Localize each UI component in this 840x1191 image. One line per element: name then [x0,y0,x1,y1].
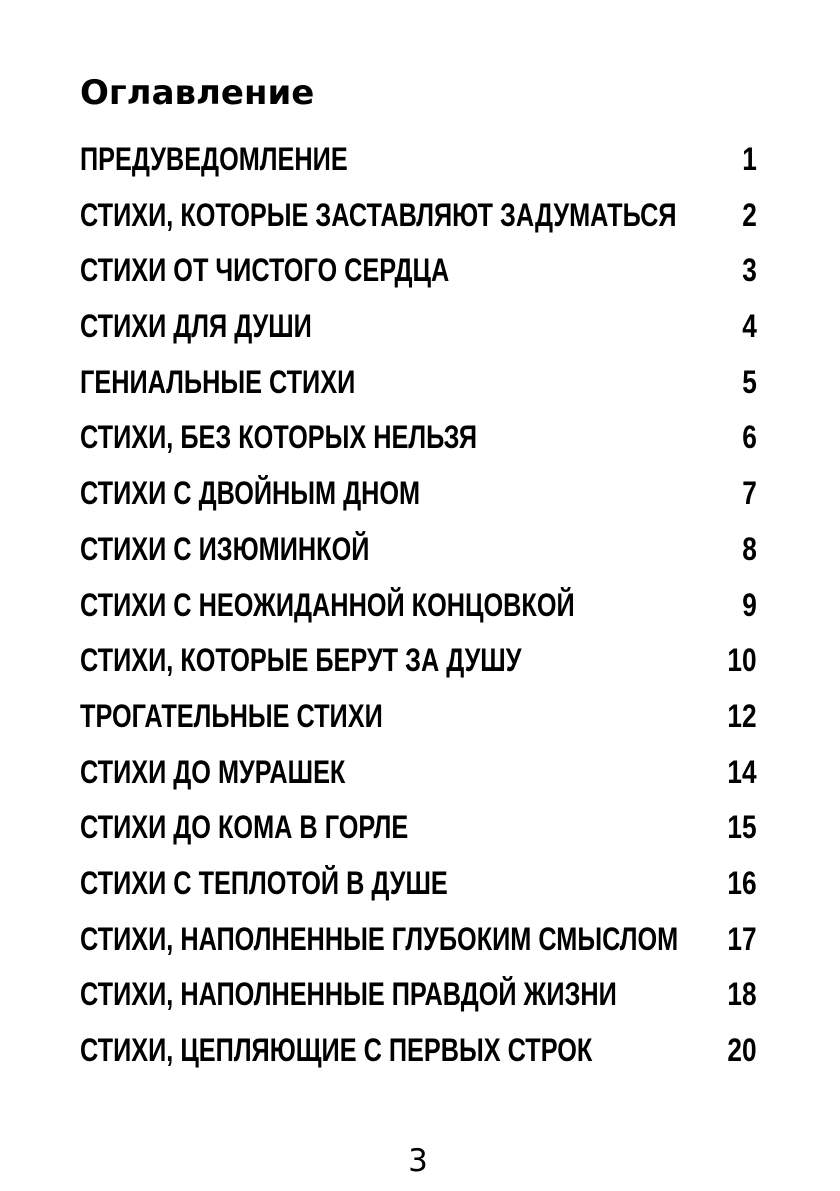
toc-entry-page-number: 1 [742,141,757,177]
toc-entry-label: ГЕНИАЛЬНЫЕ СТИХИ [80,363,356,400]
toc-entry: СТИХИ С ДВОЙНЫМ ДНОМ 7 [80,477,757,533]
footer-page-number: 3 [408,1143,428,1179]
toc-entry: СТИХИ С ТЕПЛОТОЙ В ДУШЕ 16 [80,867,757,923]
toc-entry-label: ТРОГАТЕЛЬНЫЕ СТИХИ [80,697,383,734]
toc-entry: СТИХИ, НАПОЛНЕННЫЕ ГЛУБОКИМ СМЫСЛОМ 17 [80,923,757,979]
toc-entry-label: СТИХИ, КОТОРЫЕ ЗАСТАВЛЯЮТ ЗАДУМАТЬСЯ [80,196,677,233]
toc-entry: ПРЕДУВЕДОМЛЕНИЕ 1 [80,143,757,199]
toc-entry: СТИХИ С ИЗЮМИНКОЙ 8 [80,533,757,589]
toc-entry-page-number: 3 [742,252,757,289]
toc-entry: СТИХИ С НЕОЖИДАННОЙ КОНЦОВКОЙ 9 [80,589,757,645]
toc-entry-page-number: 5 [742,363,757,400]
toc-entry: ТРОГАТЕЛЬНЫЕ СТИХИ 12 [80,700,757,756]
toc-entry-label: СТИХИ, КОТОРЫЕ БЕРУТ ЗА ДУШУ [80,642,522,679]
toc-entry-page-number: 18 [727,976,757,1013]
toc-entry-page-number: 15 [727,809,757,846]
toc-entry-page-number: 9 [742,586,757,623]
page-title: Оглавление [80,73,315,113]
toc-entry: СТИХИ ДЛЯ ДУШИ 4 [80,310,757,366]
toc-entry: СТИХИ, КОТОРЫЕ БЕРУТ ЗА ДУШУ 10 [80,644,757,700]
toc-entry: СТИХИ ОТ ЧИСТОГО СЕРДЦА 3 [80,254,757,310]
toc-entry: СТИХИ, КОТОРЫЕ ЗАСТАВЛЯЮТ ЗАДУМАТЬСЯ 2 [80,199,757,255]
toc-entry-label: СТИХИ С ИЗЮМИНКОЙ [80,530,370,567]
toc-entry-label: СТИХИ, БЕЗ КОТОРЫХ НЕЛЬЗЯ [80,419,478,456]
toc-entry-page-number: 10 [727,642,757,679]
toc-entry-page-number: 17 [727,920,757,957]
toc-entry-page-number: 6 [742,419,757,456]
toc-entry: СТИХИ, ЦЕПЛЯЮЩИЕ С ПЕРВЫХ СТРОК 20 [80,1034,757,1090]
toc-entry-label: СТИХИ С ТЕПЛОТОЙ В ДУШЕ [80,864,448,901]
toc-entry-label: СТИХИ ДЛЯ ДУШИ [80,308,312,345]
toc-entry-label: СТИХИ С ДВОЙНЫМ ДНОМ [80,475,421,512]
toc-entry: СТИХИ, БЕЗ КОТОРЫХ НЕЛЬЗЯ 6 [80,421,757,477]
toc-entry-label: СТИХИ, НАПОЛНЕННЫЕ ГЛУБОКИМ СМЫСЛОМ [80,920,679,957]
toc-entry-page-number: 20 [727,1032,757,1068]
toc-entry-label: ПРЕДУВЕДОМЛЕНИЕ [80,141,348,177]
toc-entry-page-number: 14 [727,753,757,790]
toc-entry-page-number: 12 [727,697,757,734]
toc-entry-page-number: 4 [742,308,757,345]
toc-entry-label: СТИХИ, НАПОЛНЕННЫЕ ПРАВДОЙ ЖИЗНИ [80,976,617,1013]
toc-entry-page-number: 16 [727,864,757,901]
toc-entry: СТИХИ ДО КОМА В ГОРЛЕ 15 [80,811,757,867]
toc-entry-page-number: 8 [742,530,757,567]
toc-entry: ГЕНИАЛЬНЫЕ СТИХИ 5 [80,366,757,422]
toc-entry-page-number: 2 [742,196,757,233]
toc-entry-label: СТИХИ ДО МУРАШЕК [80,753,346,790]
toc-entry: СТИХИ, НАПОЛНЕННЫЕ ПРАВДОЙ ЖИЗНИ 18 [80,978,757,1034]
toc-entry: СТИХИ ДО МУРАШЕК 14 [80,756,757,812]
toc-entry-label: СТИХИ ДО КОМА В ГОРЛЕ [80,809,409,846]
toc-entry-label: СТИХИ, ЦЕПЛЯЮЩИЕ С ПЕРВЫХ СТРОК [80,1032,593,1068]
toc-entry-label: СТИХИ ОТ ЧИСТОГО СЕРДЦА [80,252,450,289]
toc-entry-page-number: 7 [742,475,757,512]
toc-entry-label: СТИХИ С НЕОЖИДАННОЙ КОНЦОВКОЙ [80,586,575,623]
toc-list: ПРЕДУВЕДОМЛЕНИЕ 1 СТИХИ, КОТОРЫЕ ЗАСТАВЛ… [80,143,757,1090]
